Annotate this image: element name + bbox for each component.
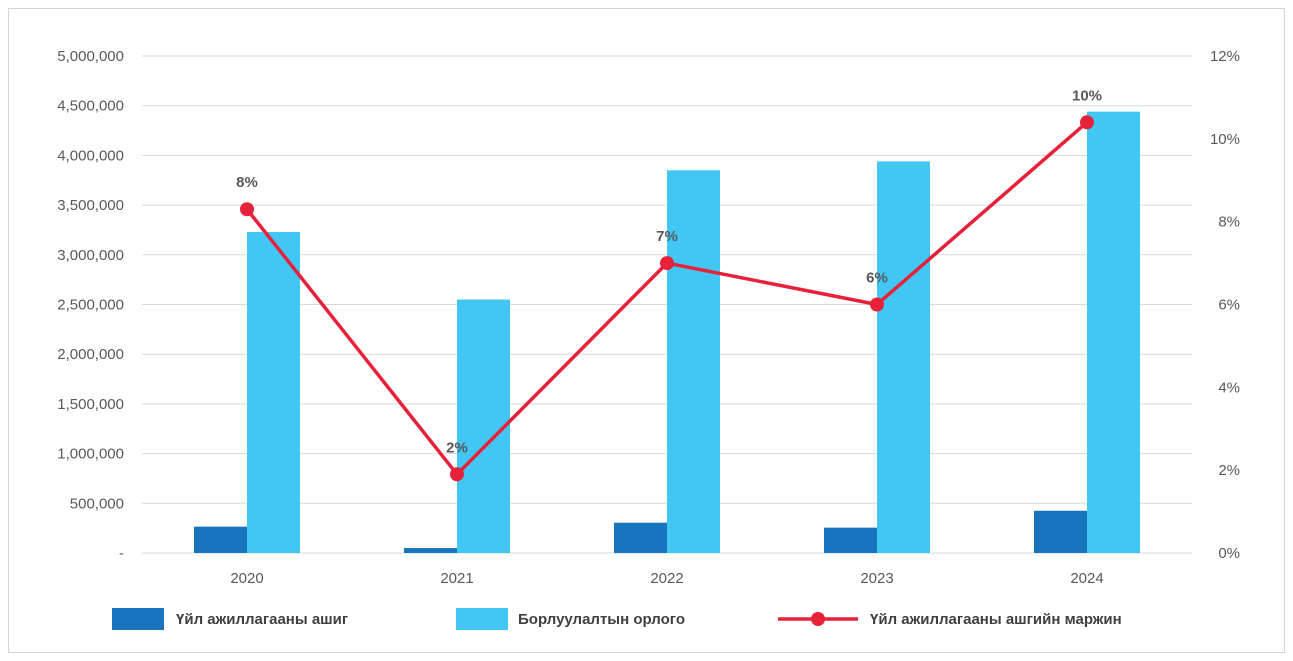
bar-sales-revenue: [667, 170, 720, 553]
bar-operating-profit: [1034, 510, 1087, 553]
y-axis-tick-label: 1,500,000: [57, 396, 124, 413]
y2-axis-tick-label: 4%: [1218, 379, 1240, 396]
y-axis-tick-label: 2,000,000: [57, 346, 124, 363]
margin-data-label: 7%: [656, 228, 678, 245]
legend-label-operating-profit: Үйл ажиллагааны ашиг: [176, 611, 348, 628]
margin-point: [240, 202, 254, 217]
margin-data-label: 8%: [236, 174, 258, 191]
y-axis-tick-label: 3,500,000: [57, 197, 124, 214]
legend-label-margin: Үйл ажиллагааны ашгийн маржин: [870, 611, 1122, 628]
bar-operating-profit: [824, 527, 877, 553]
y2-axis-tick-label: 2%: [1218, 462, 1240, 479]
y2-axis-tick-label: 12%: [1210, 48, 1240, 65]
y-axis-tick-label: 4,500,000: [57, 98, 124, 115]
margin-data-label: 6%: [866, 270, 888, 287]
bar-operating-profit: [614, 522, 667, 553]
legend-swatch-operating-profit: [112, 608, 164, 630]
margin-point: [870, 297, 884, 312]
x-axis-tick-label: 2020: [230, 570, 263, 587]
margin-point: [450, 467, 464, 482]
bar-operating-profit: [404, 548, 457, 553]
x-axis-tick-label: 2022: [650, 570, 683, 587]
margin-point: [1080, 115, 1094, 130]
y-axis-tick-label: 4,000,000: [57, 147, 124, 164]
bar-sales-revenue: [877, 161, 930, 553]
x-axis-tick-label: 2021: [440, 570, 473, 587]
y-axis-tick-label: 500,000: [70, 495, 124, 512]
margin-data-label: 10%: [1072, 87, 1102, 104]
x-axis-tick-label: 2024: [1070, 570, 1103, 587]
y2-axis-tick-label: 10%: [1210, 131, 1240, 148]
bar-sales-revenue: [1087, 111, 1140, 553]
x-axis-tick-label: 2023: [860, 570, 893, 587]
legend-swatch-margin-marker: [811, 612, 825, 626]
margin-data-label: 2%: [446, 439, 468, 456]
y-axis-tick-label: 5,000,000: [57, 48, 124, 65]
y-axis-tick-label: 3,000,000: [57, 247, 124, 264]
y-axis-tick-label: 2,500,000: [57, 297, 124, 314]
y2-axis-tick-label: 6%: [1218, 297, 1240, 314]
bar-sales-revenue: [457, 299, 510, 553]
y-axis-tick-label: -: [119, 545, 124, 562]
bar-operating-profit: [194, 526, 247, 553]
margin-point: [660, 256, 674, 271]
y2-axis-tick-label: 8%: [1218, 214, 1240, 231]
legend-label-sales-revenue: Борлуулалтын орлого: [518, 611, 685, 628]
legend-swatch-sales-revenue: [456, 608, 508, 630]
bar-sales-revenue: [247, 231, 300, 554]
y2-axis-tick-label: 0%: [1218, 545, 1240, 562]
y-axis-tick-label: 1,000,000: [57, 446, 124, 463]
